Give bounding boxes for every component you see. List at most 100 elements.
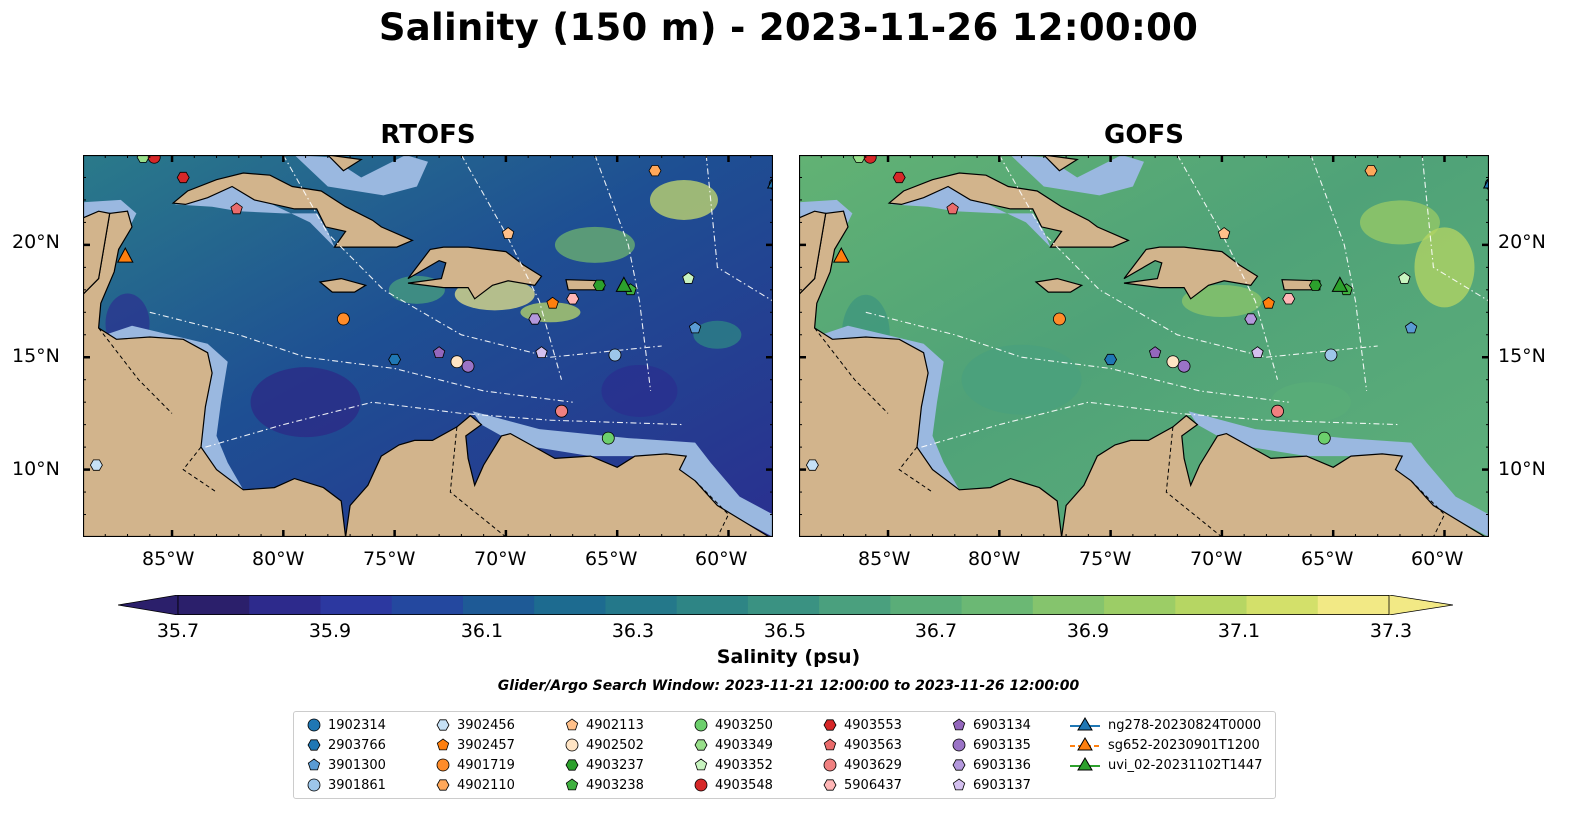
legend-marker-icon <box>1070 757 1100 771</box>
platform-marker-4903349 <box>852 155 866 163</box>
legend-item-4902110: 4902110 <box>435 775 515 795</box>
platform-marker-2903766 <box>388 353 402 366</box>
legend-item-4903553: 4903553 <box>822 715 902 735</box>
platform-marker-3902457 <box>1262 296 1275 309</box>
legend-label: 6903135 <box>973 737 1031 753</box>
legend-marker-icon <box>565 778 579 791</box>
platform-marker-3901861 <box>1324 348 1338 362</box>
lon-label-60w-rtofs: 60°W <box>695 548 748 570</box>
colorbar-label: Salinity (psu) <box>716 646 861 668</box>
platform-marker-4903553 <box>892 171 906 184</box>
legend-label: 4903237 <box>586 757 644 773</box>
lon-label-65w-rtofs: 65°W <box>585 548 638 570</box>
figure-title: Salinity (150 m) - 2023-11-26 12:00:00 <box>378 6 1199 49</box>
legend-marker-icon <box>307 758 321 771</box>
panel-title-rtofs: RTOFS <box>380 120 476 150</box>
platform-marker-4903237 <box>1308 279 1322 291</box>
platform-marker-6903135 <box>1177 359 1191 373</box>
legend-label: ng278-20230824T0000 <box>1108 717 1262 733</box>
lat-label-10n-right: 10°N <box>1498 458 1546 480</box>
colorbar <box>118 595 1453 615</box>
colorbar-tick-36-5: 36.5 <box>763 620 807 642</box>
lat-label-20n-right: 20°N <box>1498 231 1546 253</box>
platform-marker-4902502 <box>1166 355 1180 369</box>
legend-marker-icon <box>307 778 321 792</box>
platform-marker-4902502 <box>450 355 464 369</box>
legend-label: 6903134 <box>973 717 1031 733</box>
platform-marker-4903553 <box>176 171 190 184</box>
legend-label: 4902113 <box>586 717 644 733</box>
legend-label: 6903136 <box>973 757 1031 773</box>
legend-marker-icon <box>694 778 708 792</box>
legend-item-1902314: 1902314 <box>306 715 386 735</box>
legend-label: 3901861 <box>328 777 386 793</box>
legend-marker-icon <box>952 759 966 771</box>
legend-label: 4903548 <box>715 777 773 793</box>
colorbar-tick-36-7: 36.7 <box>914 620 958 642</box>
legend-item-4903349: 4903349 <box>693 735 773 755</box>
legend-marker-icon <box>436 719 450 731</box>
legend-label: 4902110 <box>457 777 515 793</box>
platform-marker-3901300 <box>1404 321 1418 334</box>
legend-item-4903629: 4903629 <box>822 755 902 775</box>
legend-item-4903238: 4903238 <box>564 775 644 795</box>
legend-marker-icon <box>823 758 837 772</box>
platform-marker-4901719 <box>337 312 350 326</box>
legend-item-4902502: 4902502 <box>564 735 644 755</box>
platform-marker-4903250 <box>1317 431 1331 445</box>
map-gofs <box>799 155 1489 537</box>
glider-marker-ng278-20230824T0000 <box>1482 177 1489 189</box>
colorbar-tick-36-1: 36.1 <box>460 620 504 642</box>
legend-item-ng278-20230824T0000: ng278-20230824T0000 <box>1068 715 1261 735</box>
legend-item-4903548: 4903548 <box>693 775 773 795</box>
lon-label-70w-rtofs: 70°W <box>474 548 527 570</box>
legend-label: 4901719 <box>457 757 515 773</box>
platform-marker-5906437 <box>1282 293 1296 305</box>
platform-marker-6903136 <box>1244 313 1258 325</box>
lat-label-15n-left: 15°N <box>12 345 60 367</box>
platform-marker-3902456 <box>89 459 103 471</box>
legend-item-6903134: 6903134 <box>951 715 1031 735</box>
legend-marker-icon <box>1070 717 1100 731</box>
legend-label: 4903563 <box>844 737 902 753</box>
legend-marker-icon <box>694 739 708 751</box>
platform-marker-4903548 <box>147 155 161 164</box>
legend-label: 4903553 <box>844 717 902 733</box>
legend-label: 4903349 <box>715 737 773 753</box>
legend-marker-icon <box>952 738 966 752</box>
legend-label: 5906437 <box>844 777 902 793</box>
lon-label-70w-gofs: 70°W <box>1190 548 1243 570</box>
legend-marker-icon <box>436 758 450 772</box>
glider-marker-sg652-20230901T1200 <box>116 247 134 263</box>
legend-label: 3901300 <box>328 757 386 773</box>
platform-marker-6903135 <box>461 359 475 373</box>
legend-item-4903250: 4903250 <box>693 715 773 735</box>
legend-label: 1902314 <box>328 717 386 733</box>
platform-marker-6903137 <box>1251 346 1264 359</box>
search-window-text: Glider/Argo Search Window: 2023-11-21 12… <box>497 678 1080 694</box>
legend-marker-icon <box>952 778 966 791</box>
lon-label-75w-gofs: 75°W <box>1079 548 1132 570</box>
platform-marker-4903563 <box>946 202 959 215</box>
glider-marker-uvi_02-20231102T1447 <box>615 276 633 292</box>
legend-label: 2903766 <box>328 737 386 753</box>
lat-label-20n-left: 20°N <box>12 231 60 253</box>
platform-marker-4902113 <box>501 227 515 239</box>
glider-marker-sg652-20230901T1200 <box>832 247 850 263</box>
lon-label-75w-rtofs: 75°W <box>363 548 416 570</box>
glider-marker-uvi_02-20231102T1447 <box>1331 276 1349 292</box>
legend-item-3901300: 3901300 <box>306 755 386 775</box>
legend-marker-icon <box>307 718 321 732</box>
legend-item-4903237: 4903237 <box>564 755 644 775</box>
legend-item-2903766: 2903766 <box>306 735 386 755</box>
lon-label-80w-rtofs: 80°W <box>252 548 305 570</box>
platform-marker-4902110 <box>648 165 662 177</box>
legend-label: 4903238 <box>586 777 644 793</box>
legend-marker-icon <box>952 718 966 731</box>
legend-label: sg652-20230901T1200 <box>1108 737 1260 753</box>
map-rtofs <box>83 155 773 537</box>
legend-item-4903352: 4903352 <box>693 755 773 775</box>
platform-marker-4903349 <box>136 155 150 163</box>
lon-label-85w-gofs: 85°W <box>858 548 911 570</box>
platform-marker-4903548 <box>863 155 877 164</box>
